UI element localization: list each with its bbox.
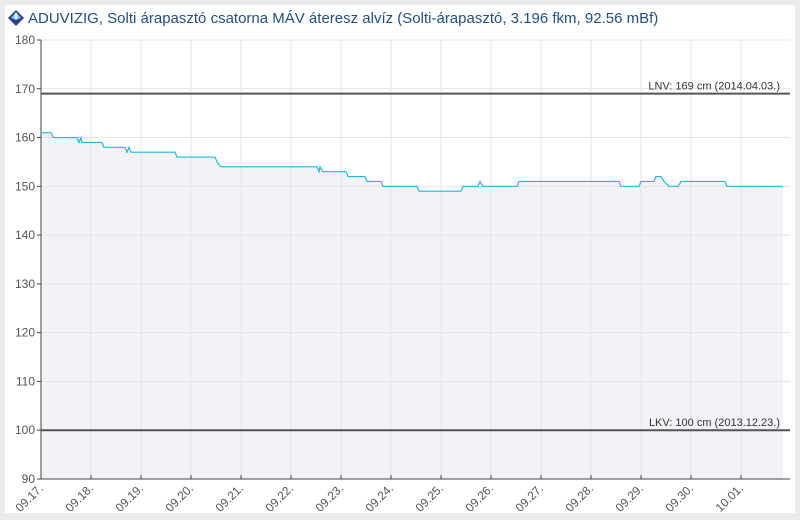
x-tick-label: 09.19. — [113, 481, 146, 514]
x-tick-label: 09.29. — [613, 481, 646, 514]
y-tick-label: 100 — [15, 423, 35, 437]
reference-line-label: LKV: 100 cm (2013.12.23.) — [649, 417, 780, 429]
x-tick-label: 09.25. — [413, 481, 446, 514]
aduvizig-logo-icon — [8, 10, 24, 26]
x-tick-label: 09.26. — [463, 481, 496, 514]
x-tick-label: 09.28. — [563, 481, 596, 514]
y-tick-label: 110 — [16, 374, 35, 388]
y-tick-label: 130 — [15, 277, 35, 291]
x-tick-label: 09.30. — [663, 481, 696, 514]
y-tick-label: 140 — [15, 228, 35, 242]
series-area — [41, 132, 783, 479]
y-tick-label: 180 — [15, 33, 35, 47]
reference-line-label: LNV: 169 cm (2014.04.03.) — [648, 81, 780, 93]
x-tick-label: 09.20. — [163, 481, 196, 514]
x-tick-label: 09.27. — [513, 481, 546, 514]
x-tick-label: 09.22. — [263, 481, 296, 514]
chart-title: ADUVIZIG, Solti árapasztó csatorna MÁV á… — [28, 10, 659, 27]
y-tick-label: 120 — [15, 326, 35, 340]
x-tick-label: 09.18. — [63, 481, 96, 514]
x-tick-label: 09.24. — [363, 481, 396, 514]
y-tick-label: 150 — [15, 179, 35, 193]
x-tick-label: 09.21. — [213, 481, 246, 514]
y-tick-label: 160 — [15, 131, 35, 145]
y-tick-label: 170 — [15, 82, 35, 96]
y-tick-label: 90 — [22, 472, 36, 486]
water-level-line — [41, 132, 783, 192]
x-tick-label: 09.17. — [13, 481, 46, 514]
x-tick-label: 10.01. — [713, 481, 746, 514]
x-tick-label: 09.23. — [313, 481, 346, 514]
